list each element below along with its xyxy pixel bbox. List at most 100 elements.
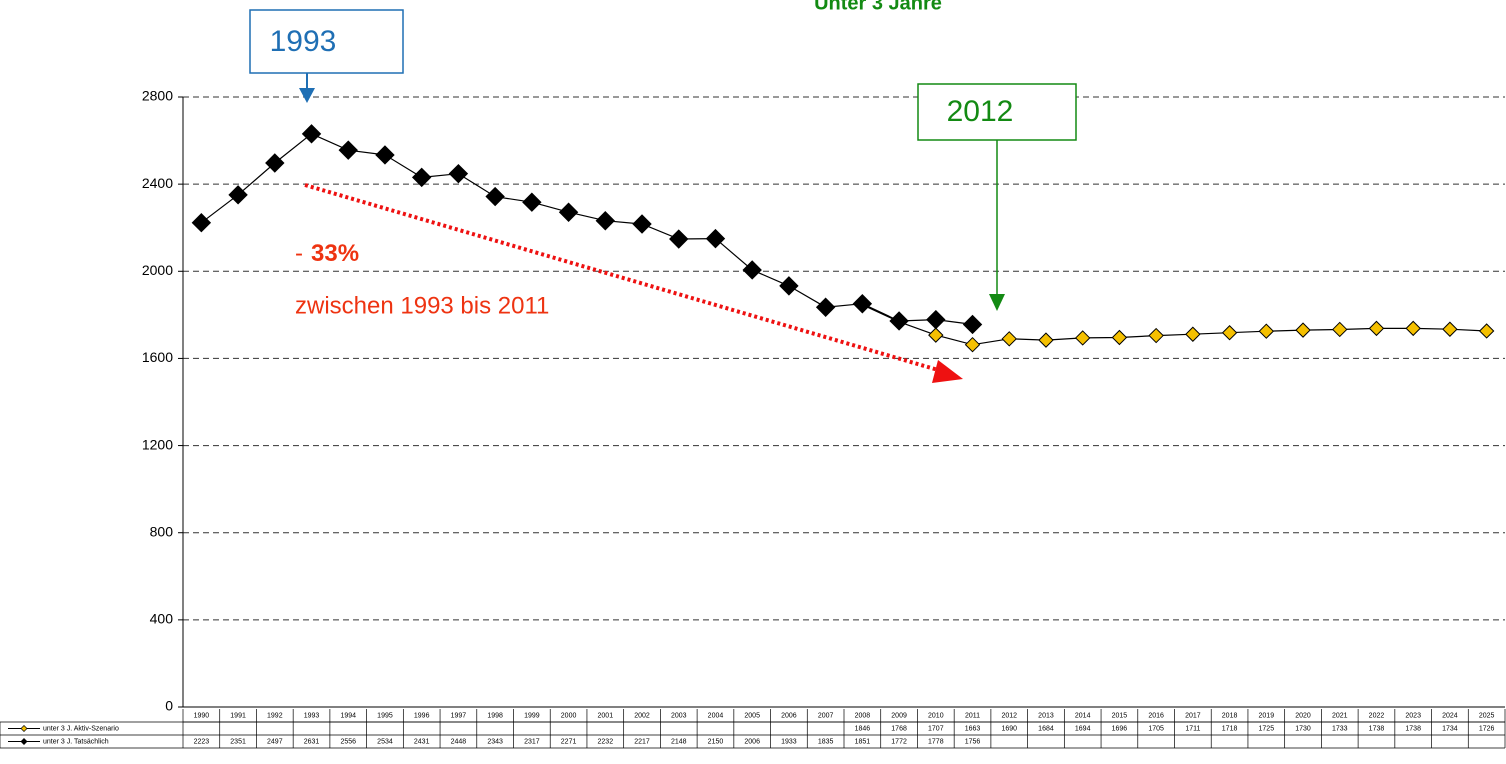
x-tick-label: 1993 xyxy=(304,712,320,719)
x-tick-label: 2014 xyxy=(1075,712,1091,719)
x-tick-label: 1998 xyxy=(487,712,503,719)
x-tick-label: 2001 xyxy=(598,712,614,719)
marker xyxy=(485,186,505,207)
x-tick-label: 2025 xyxy=(1479,712,1495,719)
x-tick-label: 2007 xyxy=(818,712,834,719)
marker xyxy=(558,202,579,222)
table-value: 1711 xyxy=(1185,725,1200,732)
table-value: 1933 xyxy=(781,738,797,745)
table-value: 1733 xyxy=(1332,725,1348,732)
y-tick-label: 1600 xyxy=(142,349,173,365)
table-value: 1772 xyxy=(891,738,907,745)
marker xyxy=(705,228,726,249)
marker xyxy=(1442,321,1458,337)
marker xyxy=(301,124,322,144)
annotation-box xyxy=(249,9,404,74)
x-tick-label: 1992 xyxy=(267,712,283,719)
marker xyxy=(375,145,395,165)
table-value: 1705 xyxy=(1148,725,1164,732)
x-tick-label: 2010 xyxy=(928,712,944,719)
marker xyxy=(1074,330,1091,346)
marker xyxy=(1478,323,1495,339)
legend-marker xyxy=(20,738,28,745)
marker xyxy=(1405,320,1421,337)
x-tick-label: 2004 xyxy=(708,712,724,719)
table-value: 2271 xyxy=(561,738,577,745)
series-line xyxy=(201,133,973,325)
chart-title: Unter 3 Jahre xyxy=(814,0,942,14)
table-value: 1778 xyxy=(928,738,944,745)
marker xyxy=(522,192,542,212)
y-tick-label: 2000 xyxy=(142,262,173,278)
x-tick-label: 1999 xyxy=(524,712,540,719)
table-value: 1663 xyxy=(965,725,981,732)
marker xyxy=(889,311,909,331)
y-tick-label: 0 xyxy=(165,698,173,714)
table-value: 2217 xyxy=(634,738,650,745)
marker xyxy=(1221,325,1238,341)
table-value: 2351 xyxy=(230,738,246,745)
x-tick-label: 2015 xyxy=(1112,712,1128,719)
table-value: 2148 xyxy=(671,738,687,745)
table-value: 1846 xyxy=(855,725,871,732)
marker xyxy=(228,185,248,205)
y-tick-label: 800 xyxy=(150,523,174,539)
table-value: 1835 xyxy=(818,738,834,745)
y-tick-label: 2800 xyxy=(142,88,173,104)
table-value: 2223 xyxy=(194,738,210,745)
table-value: 2317 xyxy=(524,738,540,745)
table-value: 1726 xyxy=(1479,725,1495,732)
legend-marker xyxy=(20,725,28,732)
table-value: 2232 xyxy=(598,738,614,745)
x-tick-label: 2020 xyxy=(1295,712,1311,719)
annotation: zwischen 1993 bis 2011 xyxy=(295,292,549,319)
marker xyxy=(1111,329,1128,346)
x-tick-label: 1996 xyxy=(414,712,430,719)
table-value: 1768 xyxy=(891,725,907,732)
x-tick-label: 2021 xyxy=(1332,712,1348,719)
x-tick-label: 2019 xyxy=(1259,712,1275,719)
marker xyxy=(742,260,762,280)
x-tick-label: 2000 xyxy=(561,712,577,719)
table-value: 1684 xyxy=(1038,725,1054,732)
table-value: 2448 xyxy=(451,738,467,745)
x-tick-label: 2006 xyxy=(781,712,797,719)
x-tick-label: 1991 xyxy=(230,712,246,719)
x-tick-label: 1997 xyxy=(451,712,467,719)
table-value: 2556 xyxy=(340,738,356,745)
arrow-head xyxy=(299,88,315,103)
marker xyxy=(448,163,469,184)
table-value: 2631 xyxy=(304,738,320,745)
series-line xyxy=(862,304,1487,346)
x-tick-label: 2002 xyxy=(634,712,650,719)
marker xyxy=(964,336,981,353)
marker xyxy=(265,153,285,173)
marker xyxy=(779,276,799,296)
table-value: 2497 xyxy=(267,738,283,745)
drop-percent: 33% xyxy=(311,240,359,267)
table-value: 2150 xyxy=(708,738,724,745)
y-tick-label: 400 xyxy=(150,611,174,627)
x-tick-label: 2022 xyxy=(1369,712,1385,719)
arrow-head xyxy=(932,360,963,383)
y-tick-label: 1200 xyxy=(142,436,173,452)
table-value: 2431 xyxy=(414,738,430,745)
marker xyxy=(1258,323,1275,339)
x-tick-label: 2016 xyxy=(1148,712,1164,719)
table-value: 1718 xyxy=(1222,725,1238,732)
x-tick-label: 2009 xyxy=(891,712,907,719)
annotation: 1993 xyxy=(270,25,337,58)
marker xyxy=(1332,321,1348,338)
marker xyxy=(595,211,616,231)
marker xyxy=(926,309,946,330)
table-value: 1696 xyxy=(1112,725,1128,732)
x-tick-label: 2023 xyxy=(1405,712,1421,719)
marker xyxy=(1001,331,1017,347)
table-value: 1725 xyxy=(1259,725,1275,732)
table-value: 1730 xyxy=(1295,725,1311,732)
marker xyxy=(632,214,652,234)
table-value: 1690 xyxy=(1001,725,1017,732)
drop-sign: - xyxy=(295,240,303,267)
marker xyxy=(962,314,983,335)
